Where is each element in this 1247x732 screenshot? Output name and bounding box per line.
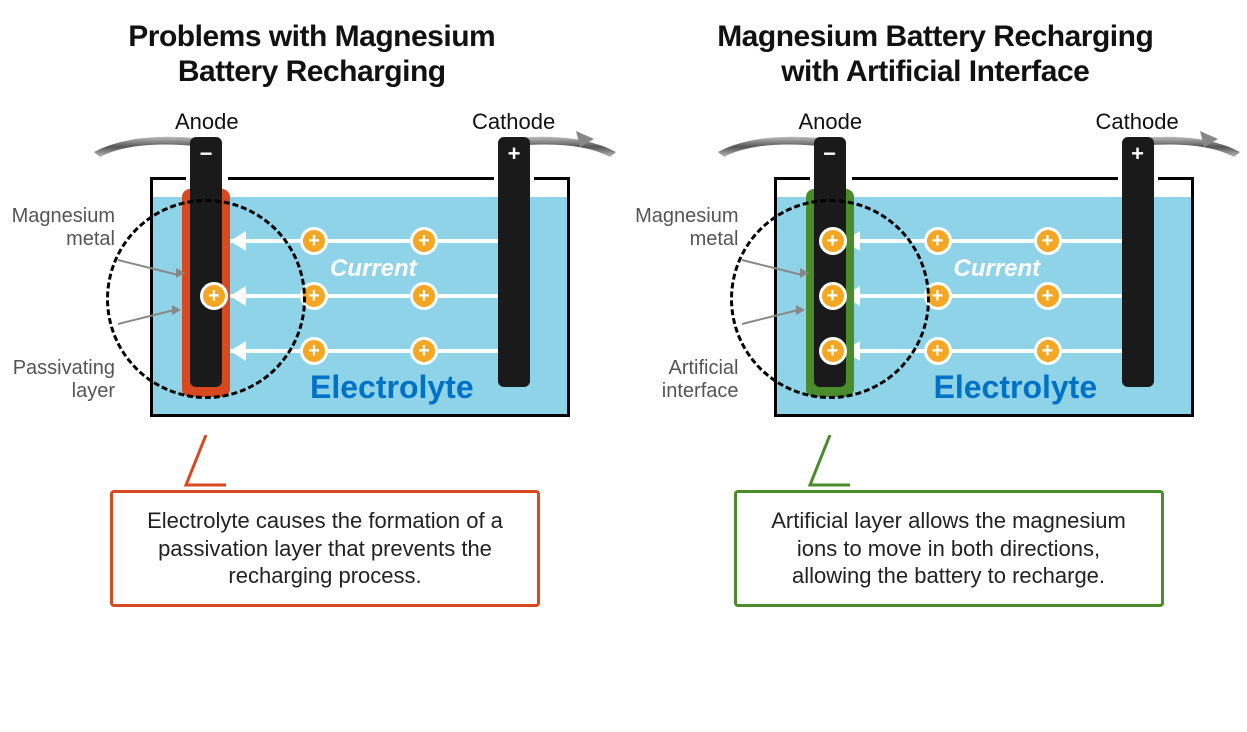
ion <box>924 227 952 255</box>
panel-problems: Problems with Magnesium Battery Rechargi… <box>0 0 624 732</box>
battery-top-left <box>774 177 810 180</box>
callout-left-text: Electrolyte causes the formation of a pa… <box>147 508 503 588</box>
ion <box>1034 282 1062 310</box>
plus-icon: + <box>1122 143 1154 165</box>
electrolyte-label: Electrolyte <box>310 369 474 406</box>
callout-lead-left <box>170 435 250 495</box>
cathode: + <box>1122 137 1154 387</box>
ion <box>1034 227 1062 255</box>
battery-top-mid <box>852 177 1118 180</box>
ion <box>300 227 328 255</box>
ion <box>410 337 438 365</box>
callout-right: Artificial layer allows the magnesium io… <box>734 490 1164 607</box>
mg-label: Magnesium metal <box>5 205 115 251</box>
callout-right-text: Artificial layer allows the magnesium io… <box>771 508 1126 588</box>
panel-artificial: Magnesium Battery Recharging with Artifi… <box>624 0 1247 732</box>
cathode-label: Cathode <box>472 109 555 135</box>
anode-label: Anode <box>175 109 239 135</box>
callout-lead-right <box>794 435 874 495</box>
minus-icon: − <box>190 143 222 165</box>
battery-top-right <box>534 177 570 180</box>
lead-coat-arrow <box>796 305 805 315</box>
title-right: Magnesium Battery Recharging with Artifi… <box>685 20 1185 89</box>
battery-top-right <box>1158 177 1194 180</box>
lead-mg-arrow <box>176 268 185 278</box>
mg-label: Magnesium metal <box>629 205 739 251</box>
lead-coat-arrow <box>172 305 181 315</box>
lead-mg-arrow <box>800 268 809 278</box>
ion <box>924 337 952 365</box>
cathode-label: Cathode <box>1096 109 1179 135</box>
current-label: Current <box>954 255 1041 283</box>
ion <box>300 337 328 365</box>
coat-label: Artificial interface <box>629 357 739 403</box>
battery-top-left <box>150 177 186 180</box>
ion <box>1034 337 1062 365</box>
minus-icon: − <box>814 143 846 165</box>
title-left: Problems with Magnesium Battery Rechargi… <box>92 20 532 89</box>
ion <box>410 227 438 255</box>
highlight-circle <box>106 199 306 399</box>
current-label: Current <box>330 255 417 283</box>
diagram-right: − + Anode Cathode Electrolyte Current Ma… <box>644 107 1234 447</box>
anode-label: Anode <box>799 109 863 135</box>
battery-top-mid <box>228 177 494 180</box>
diagram-left: − + Anode Cathode Electrolyte Current Ma… <box>20 107 610 447</box>
cathode: + <box>498 137 530 387</box>
coat-label: Passivating layer <box>5 357 115 403</box>
highlight-circle <box>730 199 930 399</box>
ion <box>410 282 438 310</box>
callout-left: Electrolyte causes the formation of a pa… <box>110 490 540 607</box>
electrolyte-label: Electrolyte <box>934 369 1098 406</box>
plus-icon: + <box>498 143 530 165</box>
